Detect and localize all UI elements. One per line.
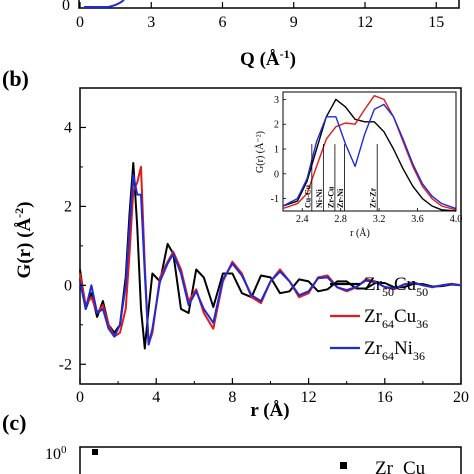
panel-a-frame <box>78 0 460 9</box>
x-tick-label: 0 <box>76 389 84 406</box>
panel-b: (b) 0 4 8 12 16 20 420-2 G(r) (Å-2) r (Å) Cu-… <box>2 66 469 421</box>
x-tick-label: 4 <box>152 389 160 406</box>
legend-label: Zr64Ni36 <box>364 338 425 363</box>
panel-b-x-ticks: 0 4 8 12 16 20 <box>76 378 469 406</box>
panel-b-series <box>79 162 462 350</box>
inset-line-Zr64Cu36 <box>282 94 457 211</box>
inset-marker-label: Cu-Cu <box>303 184 312 208</box>
inset-y-ticks: 3 2 1 0 -1 <box>271 95 286 205</box>
inset-x-title: r (Å) <box>350 227 370 239</box>
inset-y-tick-label: 2 <box>274 120 279 131</box>
series-line-Zr64Ni36 <box>79 173 462 346</box>
panel-a-x-tick-label: 9 <box>290 14 298 31</box>
inset: Cu-Cu Ni-Ni Zr-Cu Zr-Ni Zr-Zr 2.4 2.8 3.2 3.6 4.… <box>254 91 462 239</box>
y-tick-label: 2 <box>64 198 72 215</box>
y-tick-label: -2 <box>59 356 72 373</box>
panel-c-legend-marker <box>340 462 347 469</box>
panel-b-x-title: r (Å) <box>250 400 289 421</box>
legend-label: Zr64Cu36 <box>364 306 428 331</box>
y-tick-label: 0 <box>64 277 72 294</box>
inset-marker-label: Zr-Cu <box>326 186 335 208</box>
inset-y-title: G(r) (Å⁻²) <box>254 131 266 173</box>
x-tick-label: 20 <box>453 389 469 406</box>
inset-markers: Cu-Cu Ni-Ni Zr-Cu Zr-Ni Zr-Zr <box>303 144 378 211</box>
inset-x-tick-label: 3.2 <box>373 214 386 225</box>
panel-c: (c) 100 Zr Cu <box>2 410 462 474</box>
inset-line-Zr64Ni36 <box>282 103 457 210</box>
panel-a-y-tick-0: 0 <box>62 0 70 14</box>
inset-y-tick-label: -1 <box>271 194 279 205</box>
panel-a-x-tick-label: 12 <box>357 14 373 31</box>
x-tick-label: 12 <box>301 389 317 406</box>
panel-a: 0 0 3 6 9 12 15 Q (Å-1) <box>62 0 460 70</box>
panel-b-y-ticks: 4 2 0 -2 <box>59 119 86 373</box>
inset-marker-label: Zr-Ni <box>336 188 345 208</box>
panel-c-y-tick: 100 <box>45 444 67 463</box>
panel-a-x-tick-label: 3 <box>147 14 155 31</box>
inset-marker-label: Zr-Zr <box>369 187 378 208</box>
legend-label: Zr50Cu50 <box>364 274 428 299</box>
panel-b-label: (b) <box>2 66 29 91</box>
y-tick-label: 4 <box>64 119 72 136</box>
inset-x-tick-label: 2.4 <box>296 214 309 225</box>
panel-c-frame <box>79 446 462 474</box>
panel-a-x-ticks: 0 3 6 9 12 15 <box>76 2 444 31</box>
panel-a-x-tick-label: 0 <box>76 14 84 31</box>
panel-a-blue-curve <box>84 0 125 8</box>
inset-y-tick-label: 3 <box>274 95 279 106</box>
inset-series <box>282 94 457 212</box>
x-tick-label: 16 <box>377 389 393 406</box>
panel-a-x-tick-label: 6 <box>219 14 227 31</box>
panel-a-x-title: Q (Å-1) <box>240 47 296 70</box>
inset-x-tick-label: 2.8 <box>334 214 347 225</box>
legend: Zr50Cu50 Zr64Cu36 Zr64Ni36 <box>330 274 428 363</box>
panel-a-x-tick-label: 15 <box>428 14 444 31</box>
inset-x-tick-label: 3.6 <box>411 214 424 225</box>
inset-x-tick-label: 4.0 <box>450 214 463 225</box>
x-tick-label: 8 <box>228 389 236 406</box>
panel-c-label: (c) <box>2 410 26 435</box>
panel-b-y-title: G(r) (Å-2) <box>12 202 35 279</box>
inset-y-tick-label: 1 <box>274 145 279 156</box>
panel-c-data-point <box>92 449 98 455</box>
inset-y-tick-label: 0 <box>274 169 279 180</box>
panel-c-legend-text: Zr Cu <box>375 458 426 474</box>
inset-marker-label: Ni-Ni <box>315 189 324 208</box>
inset-x-ticks: 2.4 2.8 3.2 3.6 4.0 <box>296 208 462 225</box>
